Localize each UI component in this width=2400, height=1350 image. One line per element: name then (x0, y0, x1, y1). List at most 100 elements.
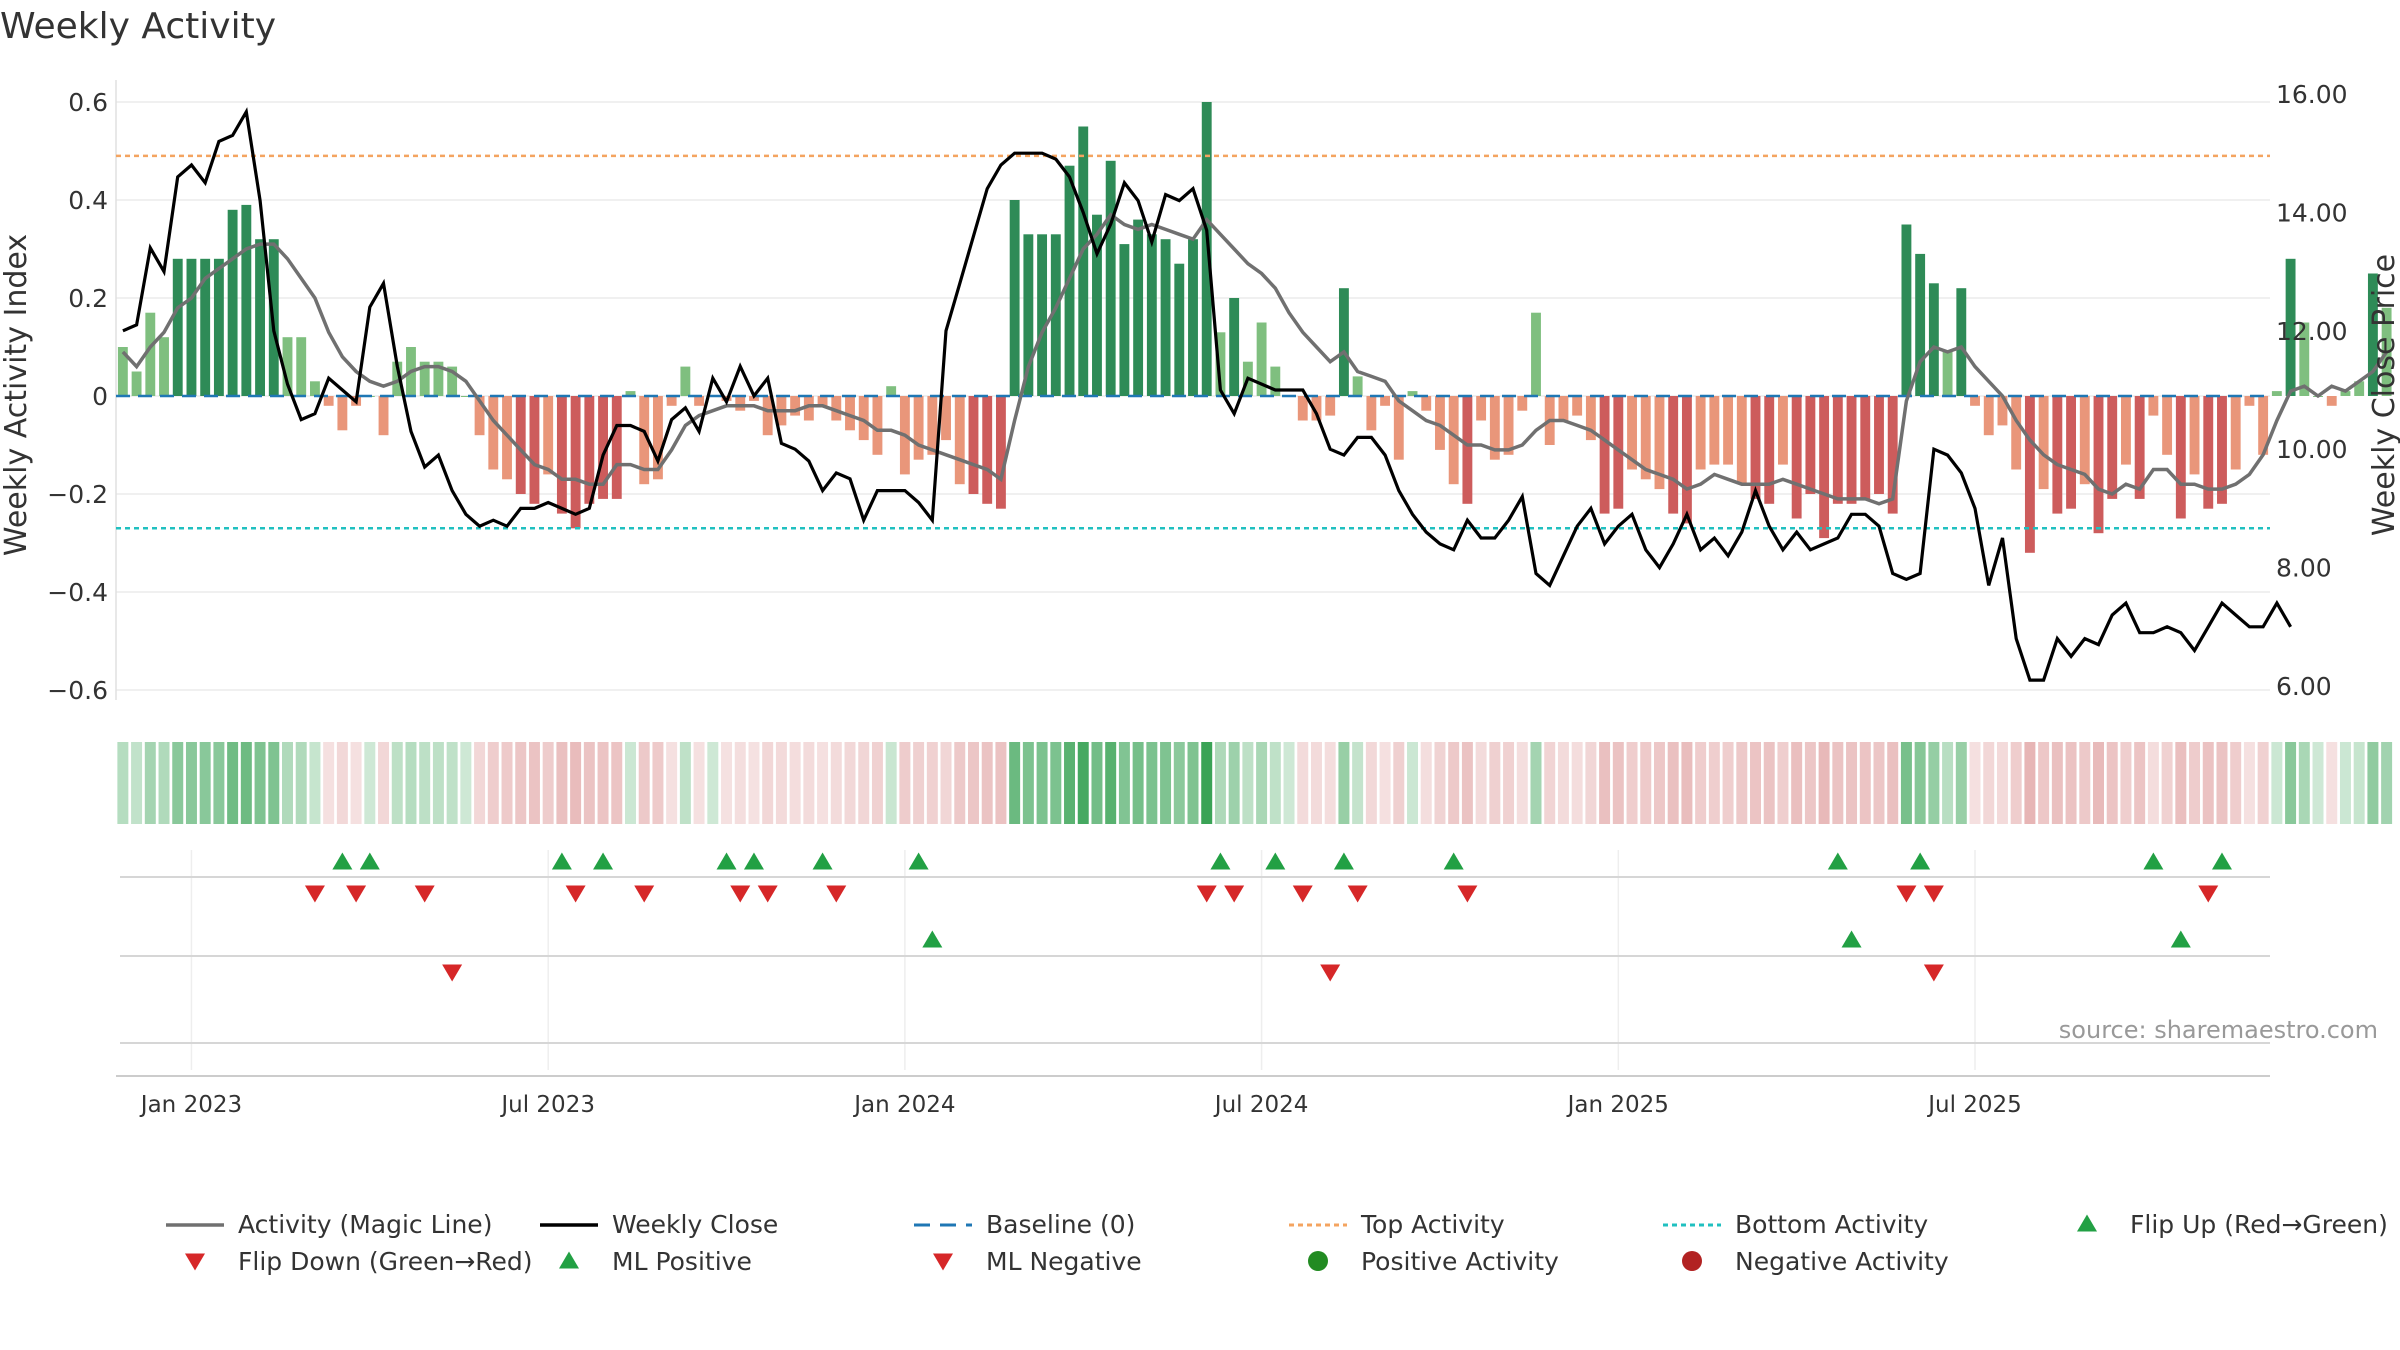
strip-cell (1324, 742, 1336, 824)
legend-label: Weekly Close (612, 1210, 778, 1239)
flip-down-marker (1923, 885, 1944, 903)
strip-cell (1160, 742, 1172, 824)
flip-up-marker (2211, 852, 2232, 870)
grid-layer (115, 80, 2270, 1070)
activity-bar (1723, 396, 1734, 465)
strip-cell (446, 742, 458, 824)
strip-cell (460, 742, 472, 824)
strip-cell (1557, 742, 1569, 824)
activity-bar (392, 361, 403, 396)
strip-cell (2161, 742, 2173, 824)
strip-cell (295, 742, 307, 824)
flip-up-marker (716, 852, 737, 870)
x-tick-label: Jan 2025 (1566, 1092, 1669, 1118)
y-left-tick-label: −0.6 (47, 676, 108, 705)
strip-cell (1338, 742, 1350, 824)
activity-bar (611, 396, 622, 499)
activity-bar (2230, 396, 2241, 470)
strip-cell (981, 742, 993, 824)
y-axis-left-label: Weekly Activity Index (0, 234, 34, 556)
activity-bar (2107, 396, 2118, 499)
strip-cell (2189, 742, 2201, 824)
strip-cell (830, 742, 842, 824)
strip-cell (1503, 742, 1515, 824)
activity-bar (2354, 381, 2365, 396)
strip-cell (474, 742, 486, 824)
strip-cell (556, 742, 568, 824)
strip-cell (721, 742, 733, 824)
ml-negative-marker (442, 964, 463, 982)
flip-down-marker (757, 885, 778, 903)
legend-label: Positive Activity (1361, 1247, 1559, 1276)
activity-bar (2299, 322, 2310, 396)
activity-bar (1229, 298, 1240, 396)
strip-cell (1283, 742, 1295, 824)
strip-cell (954, 742, 966, 824)
activity-bar (1435, 396, 1445, 450)
strip-cell (1599, 742, 1611, 824)
flip-up-marker (908, 852, 929, 870)
activity-bar (529, 396, 540, 504)
flip-up-marker (1443, 852, 1464, 870)
activity-bar (2038, 396, 2049, 490)
flip-up-marker (359, 852, 380, 870)
activity-bar (1585, 396, 1596, 441)
strip-cell (2134, 742, 2146, 824)
activity-bar (1695, 396, 1706, 470)
strip-cell (570, 742, 582, 824)
legend-label: Top Activity (1360, 1210, 1505, 1239)
strip-cell (542, 742, 554, 824)
strip-cell (323, 742, 335, 824)
strip-cell (2038, 742, 2050, 824)
flip-up-marker (743, 852, 764, 870)
strip-cell (1132, 742, 1144, 824)
strip-cell (1530, 742, 1542, 824)
activity-bar (2121, 396, 2131, 465)
y-right-tick-label: 10.00 (2276, 435, 2348, 464)
activity-bar (995, 396, 1006, 509)
strip-cell (227, 742, 239, 824)
activity-bar (213, 258, 224, 396)
strip-cell (1763, 742, 1775, 824)
strip-cell (967, 742, 979, 824)
strip-cell (2230, 742, 2242, 824)
strip-cell (1077, 742, 1089, 824)
strip-cell (679, 742, 691, 824)
activity-bar (117, 347, 128, 396)
activity-bar (1531, 312, 1541, 396)
strip-cell (693, 742, 705, 824)
strip-cell (803, 742, 815, 824)
flip-up-marker (1827, 852, 1848, 870)
flip-down-marker (826, 885, 847, 903)
activity-bar (2024, 396, 2035, 553)
activity-bar (1092, 214, 1102, 396)
activity-bar (131, 371, 142, 396)
activity-bar (337, 396, 348, 431)
activity-bar (1050, 234, 1061, 396)
legend-swatch-up (559, 1251, 579, 1269)
strip-cell (652, 742, 664, 824)
strip-cell (844, 742, 856, 824)
legend-label: ML Positive (612, 1247, 752, 1276)
x-tick-label: Jan 2024 (852, 1092, 955, 1118)
strip-cell (1640, 742, 1652, 824)
activity-bar (1270, 366, 1281, 396)
y-left-tick-label: −0.2 (47, 480, 108, 509)
activity-bar (886, 386, 897, 396)
strip-cell (2243, 742, 2255, 824)
strip-cell (2339, 742, 2351, 824)
activity-bar (1846, 396, 1857, 504)
activity-bar (1860, 396, 1871, 499)
strip-cell (2051, 742, 2063, 824)
strip-cell (185, 742, 197, 824)
flip-down-marker (1292, 885, 1313, 903)
strip-cell (1022, 742, 1034, 824)
strip-cell (1064, 742, 1076, 824)
x-tick-label: Jan 2023 (139, 1092, 242, 1118)
activity-bar (1956, 288, 1967, 396)
activity-bar (200, 258, 211, 396)
flip-down-marker (1224, 885, 1245, 903)
strip-cell (2202, 742, 2214, 824)
strip-cell (1242, 742, 1254, 824)
strip-cell (1942, 742, 1954, 824)
